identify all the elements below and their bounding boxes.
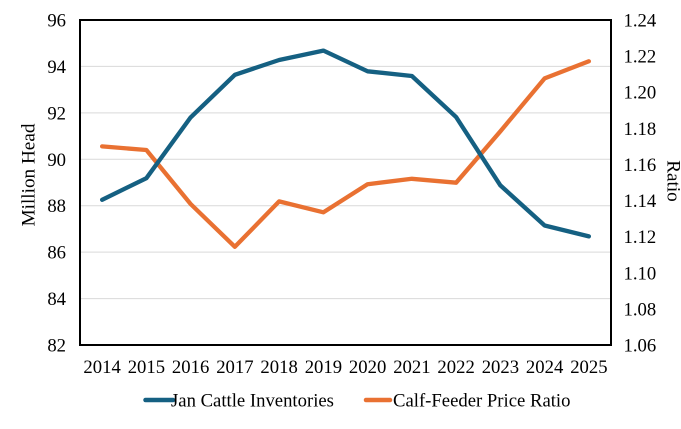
- svg-text:1.24: 1.24: [624, 11, 657, 32]
- svg-text:1.20: 1.20: [624, 83, 657, 104]
- svg-text:1.06: 1.06: [624, 336, 657, 357]
- svg-text:2015: 2015: [128, 357, 165, 378]
- svg-text:1.12: 1.12: [624, 227, 657, 248]
- svg-text:1.14: 1.14: [624, 191, 657, 212]
- svg-text:2022: 2022: [437, 357, 474, 378]
- svg-text:84: 84: [47, 289, 66, 310]
- svg-text:2024: 2024: [526, 357, 564, 378]
- svg-text:2023: 2023: [482, 357, 519, 378]
- svg-text:82: 82: [47, 336, 66, 357]
- svg-text:96: 96: [47, 11, 66, 32]
- svg-text:2017: 2017: [216, 357, 253, 378]
- svg-text:94: 94: [47, 57, 66, 78]
- svg-text:2019: 2019: [305, 357, 342, 378]
- svg-text:Million Head: Million Head: [19, 123, 40, 226]
- svg-text:2016: 2016: [172, 357, 209, 378]
- svg-text:2018: 2018: [260, 357, 297, 378]
- svg-text:Jan Cattle Inventories: Jan Cattle Inventories: [171, 391, 334, 412]
- svg-text:1.08: 1.08: [624, 299, 657, 320]
- svg-text:Calf-Feeder Price Ratio: Calf-Feeder Price Ratio: [393, 391, 570, 412]
- svg-text:90: 90: [47, 150, 66, 171]
- svg-text:1.18: 1.18: [624, 119, 657, 140]
- svg-text:2025: 2025: [570, 357, 607, 378]
- svg-text:86: 86: [47, 243, 66, 264]
- svg-text:1.22: 1.22: [624, 47, 657, 68]
- svg-text:88: 88: [47, 196, 66, 217]
- svg-text:1.16: 1.16: [624, 155, 657, 176]
- svg-text:1.10: 1.10: [624, 263, 657, 284]
- svg-text:Ratio: Ratio: [663, 160, 681, 202]
- svg-text:2020: 2020: [349, 357, 386, 378]
- svg-text:2014: 2014: [83, 357, 121, 378]
- svg-text:2021: 2021: [393, 357, 430, 378]
- svg-text:92: 92: [47, 103, 66, 124]
